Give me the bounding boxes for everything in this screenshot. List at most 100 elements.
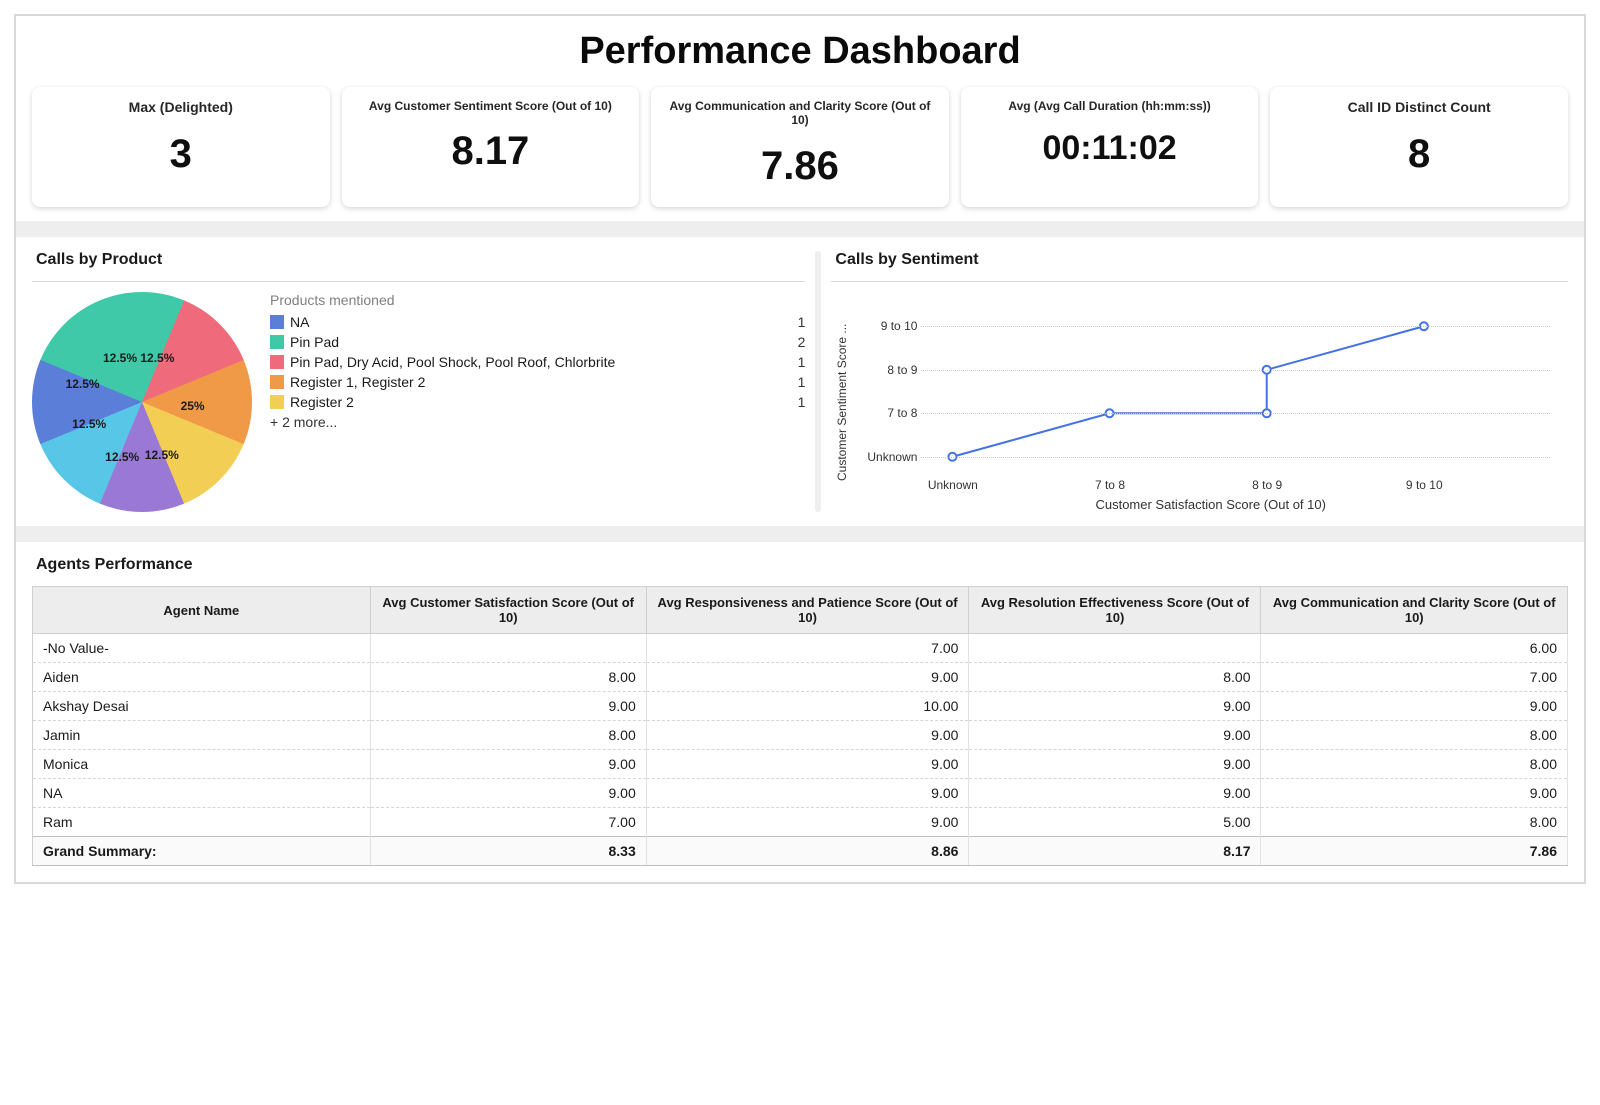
table-header-cell[interactable]: Agent Name [33, 587, 371, 634]
line-chart: Customer Sentiment Score ... Customer Sa… [831, 292, 1568, 512]
table-row[interactable]: -No Value-7.006.00 [33, 634, 1568, 663]
summary-cell: 8.86 [646, 837, 969, 866]
metric-cell: 9.00 [969, 692, 1261, 721]
metric-cell: 8.00 [969, 663, 1261, 692]
metric-cell: 8.00 [1261, 808, 1568, 837]
agents-section: Agents Performance Agent NameAvg Custome… [32, 556, 1568, 866]
metric-cell: 9.00 [370, 692, 646, 721]
table-row[interactable]: Aiden8.009.008.007.00 [33, 663, 1568, 692]
line-plot [921, 298, 1550, 472]
metric-cell: 9.00 [370, 779, 646, 808]
kpi-value: 00:11:02 [979, 129, 1241, 168]
kpi-value: 7.86 [669, 144, 931, 189]
table-row[interactable]: NA9.009.009.009.00 [33, 779, 1568, 808]
kpi-card: Call ID Distinct Count8 [1270, 87, 1568, 207]
y-tick-label: 8 to 9 [853, 363, 917, 377]
metric-cell: 8.00 [370, 663, 646, 692]
pie-slice-label: 12.5% [66, 377, 100, 391]
pie-slice-label: 12.5% [145, 448, 179, 462]
metric-cell: 8.00 [370, 721, 646, 750]
metric-cell: 6.00 [1261, 634, 1568, 663]
legend-label: Register 2 [290, 394, 775, 410]
summary-cell: 7.86 [1261, 837, 1568, 866]
metric-cell: 7.00 [1261, 663, 1568, 692]
metric-cell: 9.00 [646, 721, 969, 750]
metric-cell: 7.00 [646, 634, 969, 663]
legend-more[interactable]: + 2 more... [270, 414, 805, 430]
agent-name-cell: Jamin [33, 721, 371, 750]
kpi-label: Avg Customer Sentiment Score (Out of 10) [360, 99, 622, 113]
legend-title: Products mentioned [270, 292, 805, 308]
metric-cell: 5.00 [969, 808, 1261, 837]
kpi-card: Avg Communication and Clarity Score (Out… [651, 87, 949, 207]
legend-count: 1 [781, 314, 805, 330]
grid-line [921, 413, 1550, 414]
metric-cell [370, 634, 646, 663]
agent-name-cell: Aiden [33, 663, 371, 692]
legend-item[interactable]: Register 1, Register 21 [270, 374, 805, 390]
x-axis-title: Customer Satisfaction Score (Out of 10) [1095, 497, 1325, 512]
mid-row: Calls by Product 12.5%12.5%25%12.5%12.5%… [32, 251, 1568, 512]
metric-cell: 9.00 [969, 779, 1261, 808]
calls-by-sentiment-panel: Calls by Sentiment Customer Sentiment Sc… [831, 251, 1568, 512]
legend-item[interactable]: Pin Pad2 [270, 334, 805, 350]
legend-item[interactable]: Pin Pad, Dry Acid, Pool Shock, Pool Roof… [270, 354, 805, 370]
legend-swatch [270, 335, 284, 349]
metric-cell: 9.00 [646, 779, 969, 808]
metric-cell: 10.00 [646, 692, 969, 721]
panel-title: Calls by Product [32, 251, 805, 281]
y-axis-title: Customer Sentiment Score ... [831, 292, 853, 512]
y-tick-label: Unknown [853, 450, 917, 464]
x-tick-label: Unknown [928, 478, 978, 492]
agent-name-cell: Akshay Desai [33, 692, 371, 721]
legend-count: 1 [781, 354, 805, 370]
legend-item[interactable]: Register 21 [270, 394, 805, 410]
grid-line [921, 457, 1550, 458]
pie-slice-label: 12.5% [72, 417, 106, 431]
legend-swatch [270, 315, 284, 329]
pie-slice-label: 25% [181, 399, 205, 413]
kpi-value: 8.17 [360, 129, 622, 174]
y-tick-label: 7 to 8 [853, 406, 917, 420]
panel-title: Agents Performance [36, 556, 1568, 574]
legend-label: Register 1, Register 2 [290, 374, 775, 390]
y-tick-label: 9 to 10 [853, 319, 917, 333]
summary-label: Grand Summary: [33, 837, 371, 866]
grid-line [921, 370, 1550, 371]
table-header-cell[interactable]: Avg Responsiveness and Patience Score (O… [646, 587, 969, 634]
metric-cell: 9.00 [646, 750, 969, 779]
table-row[interactable]: Monica9.009.009.008.00 [33, 750, 1568, 779]
metric-cell: 7.00 [370, 808, 646, 837]
calls-by-product-panel: Calls by Product 12.5%12.5%25%12.5%12.5%… [32, 251, 805, 512]
table-header-cell[interactable]: Avg Customer Satisfaction Score (Out of … [370, 587, 646, 634]
x-tick-label: 8 to 9 [1252, 478, 1282, 492]
pie-slice-label: 12.5% [103, 351, 137, 365]
legend-swatch [270, 375, 284, 389]
legend-swatch [270, 355, 284, 369]
legend-label: Pin Pad, Dry Acid, Pool Shock, Pool Roof… [290, 354, 775, 370]
kpi-value: 3 [50, 132, 312, 177]
x-tick-label: 7 to 8 [1095, 478, 1125, 492]
summary-cell: 8.33 [370, 837, 646, 866]
table-header-row: Agent NameAvg Customer Satisfaction Scor… [33, 587, 1568, 634]
table-header-cell[interactable]: Avg Resolution Effectiveness Score (Out … [969, 587, 1261, 634]
kpi-card: Avg (Avg Call Duration (hh:mm:ss)) 00:11:… [961, 87, 1259, 207]
table-row[interactable]: Akshay Desai9.0010.009.009.00 [33, 692, 1568, 721]
kpi-label: Avg (Avg Call Duration (hh:mm:ss)) [979, 99, 1241, 113]
table-row[interactable]: Ram7.009.005.008.00 [33, 808, 1568, 837]
divider [16, 221, 1584, 237]
pie-legend: Products mentioned NA1 Pin Pad2 Pin Pad, D… [270, 292, 805, 430]
x-tick-label: 9 to 10 [1406, 478, 1443, 492]
table-header-cell[interactable]: Avg Communication and Clarity Score (Out… [1261, 587, 1568, 634]
panel-title: Calls by Sentiment [831, 251, 1568, 281]
kpi-label: Avg Communication and Clarity Score (Out… [669, 99, 931, 128]
table-row[interactable]: Jamin8.009.009.008.00 [33, 721, 1568, 750]
metric-cell: 9.00 [370, 750, 646, 779]
summary-cell: 8.17 [969, 837, 1261, 866]
legend-item[interactable]: NA1 [270, 314, 805, 330]
divider [815, 251, 821, 512]
agents-table: Agent NameAvg Customer Satisfaction Scor… [32, 586, 1568, 866]
kpi-row: Max (Delighted)3Avg Customer Sentiment S… [32, 87, 1568, 207]
pie-slice-label: 12.5% [105, 450, 139, 464]
legend-label: Pin Pad [290, 334, 775, 350]
